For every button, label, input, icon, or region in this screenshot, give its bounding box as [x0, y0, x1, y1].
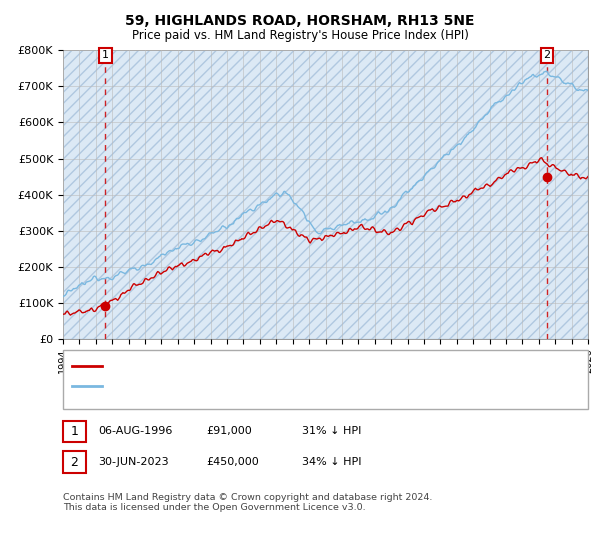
Text: 1: 1: [70, 424, 79, 438]
Text: Contains HM Land Registry data © Crown copyright and database right 2024.
This d: Contains HM Land Registry data © Crown c…: [63, 493, 433, 512]
Text: 1: 1: [102, 50, 109, 60]
Text: 2: 2: [544, 50, 551, 60]
Bar: [63, 50, 588, 339]
Text: 31% ↓ HPI: 31% ↓ HPI: [302, 426, 361, 436]
Text: Price paid vs. HM Land Registry's House Price Index (HPI): Price paid vs. HM Land Registry's House …: [131, 29, 469, 42]
Text: 30-JUN-2023: 30-JUN-2023: [98, 457, 169, 467]
Text: 06-AUG-1996: 06-AUG-1996: [98, 426, 172, 436]
Text: 2: 2: [70, 455, 79, 469]
Text: £450,000: £450,000: [206, 457, 259, 467]
Text: 59, HIGHLANDS ROAD, HORSHAM, RH13 5NE (detached house): 59, HIGHLANDS ROAD, HORSHAM, RH13 5NE (d…: [107, 361, 454, 371]
Text: 34% ↓ HPI: 34% ↓ HPI: [302, 457, 361, 467]
Text: £91,000: £91,000: [206, 426, 251, 436]
Text: 59, HIGHLANDS ROAD, HORSHAM, RH13 5NE: 59, HIGHLANDS ROAD, HORSHAM, RH13 5NE: [125, 14, 475, 28]
Text: HPI: Average price, detached house, Horsham: HPI: Average price, detached house, Hors…: [107, 381, 359, 391]
